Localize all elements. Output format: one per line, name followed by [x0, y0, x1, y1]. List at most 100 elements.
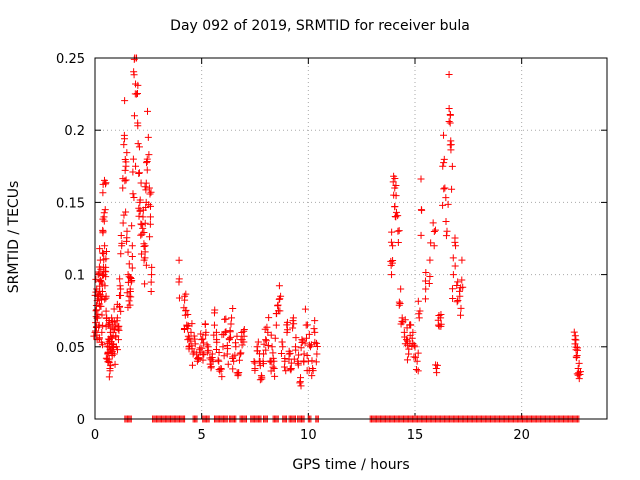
data-point-cluster — [98, 311, 106, 319]
data-point — [268, 343, 276, 351]
data-point-cluster — [572, 343, 580, 351]
data-point-cluster — [95, 323, 103, 331]
data-point-cluster — [138, 221, 146, 229]
data-point-cluster — [277, 349, 285, 357]
data-point-cluster — [123, 149, 131, 157]
data-point-cluster — [125, 273, 133, 281]
data-point-cluster — [414, 297, 422, 305]
data-point — [392, 213, 400, 221]
data-point-cluster — [442, 194, 450, 202]
data-point-cluster — [286, 349, 294, 357]
data-point-cluster — [96, 302, 104, 310]
data-point — [101, 242, 109, 250]
data-point-cluster — [123, 234, 131, 242]
data-point-cluster — [105, 355, 113, 363]
data-point-cluster — [102, 248, 110, 256]
data-point-cluster — [100, 176, 108, 184]
data-point-cluster — [140, 243, 148, 251]
data-point — [123, 227, 131, 235]
data-point-cluster — [147, 278, 155, 286]
chart-title: Day 092 of 2019, SRMTID for receiver bul… — [170, 18, 470, 34]
data-point-cluster — [217, 365, 225, 373]
data-point-cluster — [392, 208, 400, 216]
data-point-cluster — [449, 295, 457, 303]
data-point-cluster — [237, 349, 245, 357]
data-point — [129, 155, 137, 163]
y-tick-label: 0.1 — [64, 269, 85, 284]
data-point-cluster — [311, 317, 319, 325]
data-point — [200, 350, 208, 358]
data-point-cluster — [122, 208, 130, 216]
data-point — [396, 299, 404, 307]
data-point-cluster — [251, 366, 259, 374]
data-point — [215, 357, 223, 365]
data-point-cluster — [175, 256, 183, 264]
data-point-cluster — [92, 327, 100, 335]
data-points — [90, 54, 584, 423]
data-point-cluster — [117, 291, 125, 299]
data-point — [441, 184, 449, 192]
data-point-cluster — [233, 332, 241, 340]
data-point-cluster — [107, 362, 115, 370]
data-point-cluster — [128, 276, 136, 284]
data-point-cluster — [265, 314, 273, 322]
data-point-cluster — [199, 356, 207, 364]
data-point-cluster — [142, 261, 150, 269]
data-point-cluster — [275, 282, 283, 290]
x-axis-label: GPS time / hours — [292, 457, 410, 473]
data-point — [120, 141, 128, 149]
data-point-cluster — [96, 245, 104, 253]
data-point-cluster — [204, 348, 212, 356]
data-point-cluster — [240, 332, 248, 340]
data-point-cluster — [444, 200, 452, 208]
data-point-cluster — [449, 254, 457, 262]
data-point-cluster — [453, 298, 461, 306]
data-point — [137, 220, 145, 228]
data-point — [198, 336, 206, 344]
data-point — [388, 271, 396, 279]
data-point-cluster — [128, 252, 136, 260]
data-point-cluster — [446, 111, 454, 119]
data-point-cluster — [139, 224, 147, 232]
data-point-cluster — [102, 294, 110, 302]
data-point-cluster — [133, 89, 141, 97]
data-point-cluster — [433, 369, 441, 377]
data-point — [272, 321, 280, 329]
data-point-cluster — [208, 354, 216, 362]
data-point-cluster — [408, 334, 416, 342]
data-point — [219, 343, 227, 351]
data-point-cluster — [215, 348, 223, 356]
data-point-cluster — [202, 331, 210, 339]
data-point-cluster — [188, 361, 196, 369]
data-point-cluster — [101, 267, 109, 275]
data-point-cluster — [145, 151, 153, 159]
data-point-cluster — [294, 359, 302, 367]
data-point — [409, 328, 417, 336]
data-point-cluster — [303, 367, 311, 375]
data-point-cluster — [437, 311, 445, 319]
axis-ticks: 0 0.05 0.1 0.15 0.2 0.25 0 5 10 15 20 — [56, 52, 607, 443]
data-point — [389, 242, 397, 250]
data-point-cluster — [427, 239, 435, 247]
data-point — [439, 162, 447, 170]
data-point-cluster — [445, 71, 453, 79]
data-point-cluster — [116, 275, 124, 283]
data-point-cluster — [388, 259, 396, 267]
data-point-cluster — [102, 255, 110, 263]
data-point-cluster — [446, 141, 454, 149]
data-point — [130, 112, 138, 120]
data-point-cluster — [458, 276, 466, 284]
data-point-cluster — [440, 155, 448, 163]
data-point — [313, 350, 321, 358]
data-point-cluster — [221, 315, 229, 323]
data-point-cluster — [231, 339, 239, 347]
data-point-cluster — [117, 307, 125, 315]
data-point-cluster — [440, 159, 448, 167]
data-point-cluster — [134, 140, 142, 148]
data-point-cluster — [142, 186, 150, 194]
data-point-cluster — [223, 342, 231, 350]
data-point-cluster — [387, 238, 395, 246]
data-point-cluster — [302, 334, 310, 342]
data-point — [270, 364, 278, 372]
data-point — [210, 321, 218, 329]
